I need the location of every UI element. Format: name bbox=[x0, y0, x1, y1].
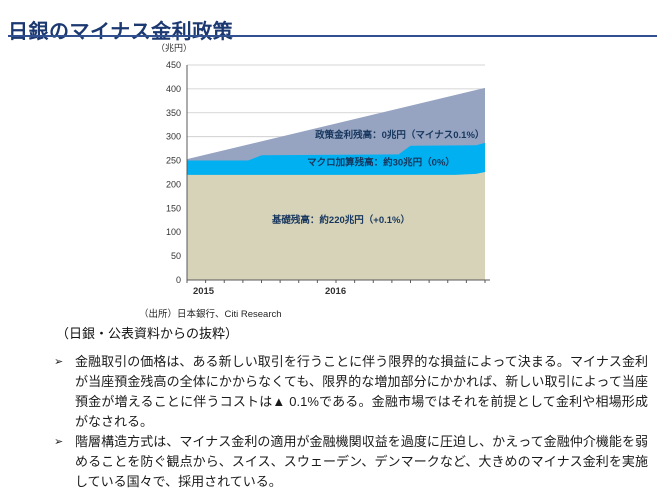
y-tick-label: 450 bbox=[166, 60, 181, 70]
y-tick-label: 300 bbox=[166, 132, 181, 142]
y-tick-label: 350 bbox=[166, 108, 181, 118]
series-label-basic-balance: 基礎残高：約220兆円（+0.1%） bbox=[271, 214, 410, 226]
bullet-item: ➢ 金融取引の価格は、ある新しい取引を行うことに伴う限界的な損益によって決まる。… bbox=[54, 352, 648, 432]
chart-source: （出所）日本銀行、Citi Research bbox=[139, 309, 282, 320]
bullet-item: ➢ 階層構造方式は、マイナス金利の適用が金融機関収益を過度に圧迫し、かえって金融… bbox=[54, 432, 648, 491]
y-tick-label: 150 bbox=[166, 203, 181, 213]
page-title: 日銀のマイナス金利政策 bbox=[8, 21, 234, 44]
bullet-arrow-icon: ➢ bbox=[54, 356, 64, 368]
title-underline bbox=[8, 35, 657, 37]
y-tick-label: 250 bbox=[166, 156, 181, 166]
bullet-arrow-icon: ➢ bbox=[54, 436, 64, 448]
y-tick-label: 200 bbox=[166, 179, 181, 189]
bullet-text: 金融取引の価格は、ある新しい取引を行うことに伴う限界的な損益によって決まる。マイ… bbox=[75, 354, 648, 429]
series-label-macro-addon-balance: マクロ加算残高：約30兆円（0%） bbox=[307, 156, 455, 168]
y-tick-label: 50 bbox=[171, 251, 181, 261]
excerpt-heading: （日銀・公表資料からの抜粋） bbox=[56, 326, 239, 341]
series-label-policy-rate-balance: 政策金利残高：0兆円（マイナス0.1%） bbox=[315, 129, 484, 141]
x-axis-label: 2015 bbox=[193, 286, 215, 297]
bullet-list: ➢ 金融取引の価格は、ある新しい取引を行うことに伴う限界的な損益によって決まる。… bbox=[54, 352, 648, 491]
x-axis-label: 2016 bbox=[325, 286, 346, 297]
boj-policy-balance-chart: 0 50 100 150 200 250 300 350 400 450 2015 2016 政策金利残… bbox=[166, 60, 490, 297]
chart-unit-label: （兆円） bbox=[156, 43, 193, 53]
bullet-text: 階層構造方式は、マイナス金利の適用が金融機関収益を過度に圧迫し、かえって金融仲介… bbox=[75, 434, 648, 489]
y-tick-label: 400 bbox=[166, 84, 181, 94]
y-tick-label: 0 bbox=[176, 275, 181, 285]
area-basic-balance bbox=[187, 172, 485, 280]
y-tick-label: 100 bbox=[166, 227, 181, 237]
